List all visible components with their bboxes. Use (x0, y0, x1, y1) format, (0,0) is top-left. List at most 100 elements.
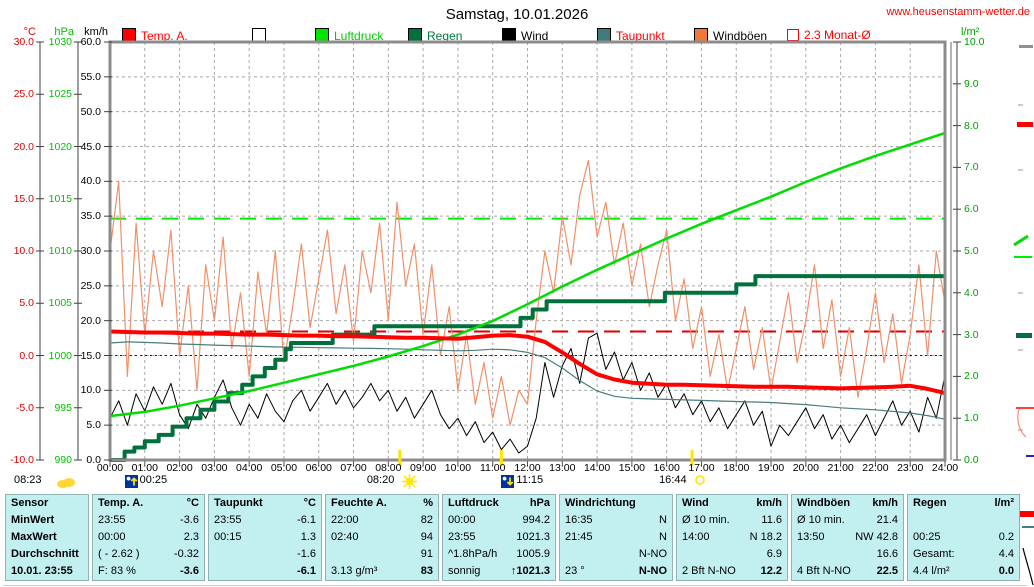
cell: Ø 10 min. (797, 514, 845, 526)
table-row: 10.01. 23:55 (6, 563, 88, 580)
x-tick-label: 08:00 (375, 462, 402, 474)
table-row: 23:55 -3.6 (93, 512, 204, 529)
cell: Taupunkt (214, 497, 263, 509)
y-tick-label: 1005 (48, 297, 72, 310)
table-row: MinWert (6, 512, 88, 529)
cell: 23:55 (214, 514, 242, 526)
series-taupunkt (109, 341, 946, 420)
x-tick-label: 20:00 (792, 462, 819, 474)
cell: 4.4 l/m² (913, 565, 950, 577)
cell: NW 42.8 (855, 531, 898, 543)
y-tick-label: 2.0 (964, 370, 979, 383)
table-row: 23:55 1021.3 (443, 529, 555, 546)
table-row: 23:55 -6.1 (209, 512, 321, 529)
x-tick-label: 18:00 (723, 462, 750, 474)
x-tick-label: 01:00 (131, 462, 158, 474)
cell: km/h (872, 497, 898, 509)
cell: 994.2 (522, 514, 550, 526)
cell: 21:45 (565, 531, 593, 543)
cell: 23:55 (98, 514, 126, 526)
cell: hPa (529, 497, 550, 509)
y-tick-label: 6.0 (964, 203, 979, 216)
axis-unit-temp: °C (23, 26, 36, 38)
cell: 02:40 (331, 531, 359, 543)
table-row: N-NO (560, 546, 672, 563)
y-tick-label: 25.0 (80, 279, 101, 292)
table-row: 91 (326, 546, 438, 563)
edge-mark (1016, 407, 1034, 409)
y-tick-label: 25.0 (13, 88, 34, 101)
table-row: Sensor (6, 495, 88, 512)
table-row: 00:25 0.2 (908, 529, 1019, 546)
legend-label: Wind (521, 29, 549, 43)
moon-up-icon (124, 474, 138, 491)
cell: 21.4 (876, 514, 898, 526)
y-tick-label: 5.0 (964, 245, 979, 257)
x-tick-label: 05:00 (270, 462, 298, 474)
y-tick-label: 7.0 (964, 161, 979, 174)
table-row: ^1.8hPa/h 1005.9 (443, 546, 555, 563)
cell: -6.1 (297, 514, 316, 526)
cell: Windrichtung (565, 497, 636, 509)
y-tick-label: 0.0 (964, 454, 979, 466)
table-row: 23 ° N-NO (560, 563, 672, 580)
y-tick-label: 1.0 (964, 412, 979, 425)
y-tick-label: 1000 (48, 349, 72, 362)
page-title: Samstag, 10.01.2026 (445, 6, 589, 23)
y-tick-label: 1030 (48, 36, 72, 48)
edge-mark (1013, 234, 1029, 247)
cell: °C (303, 497, 316, 509)
astro-time: 00:25 (139, 474, 168, 486)
legend-label: 2.3 Monat-Ø (804, 28, 871, 42)
cell: 13:50 (797, 531, 825, 543)
x-tick-label: 22:00 (862, 462, 889, 474)
table-row: Feuchte A.% (326, 495, 438, 512)
table-row: ( - 2.62 ) -0.32 (93, 546, 204, 563)
y-tick-label: -10.0 (10, 454, 34, 466)
mouse-cursor-trail (1022, 547, 1034, 586)
cell: 00:00 (448, 514, 476, 526)
table-block-Windrichtung: Windrichtung 16:35 N 21:45 N N-NO 23 ° N-NO (559, 494, 673, 581)
table-row: 4 Bft N-NO 22.5 (792, 563, 903, 580)
y-tick-label: 5.0 (19, 297, 34, 310)
x-tick-label: 19:00 (757, 462, 785, 474)
y-tick-label: 5.0 (86, 419, 101, 432)
cell: N (659, 531, 667, 543)
table-row (908, 512, 1019, 529)
cell: 23 ° (565, 565, 585, 577)
y-tick-label: 1010 (48, 245, 72, 257)
cell: Windböen (797, 497, 851, 509)
cell: 11.6 (761, 514, 782, 526)
cell: 14:00 (682, 531, 710, 543)
cell: 91 (420, 548, 433, 560)
cell: ( - 2.62 ) (98, 548, 140, 560)
edge-mark (1017, 122, 1033, 127)
legend-label: Temp. A. (141, 29, 188, 43)
cell: 0.2 (998, 531, 1014, 543)
legend-item-2.3 Monat-Ø: 2.3 Monat-Ø (787, 28, 871, 42)
y-tick-label: 55.0 (80, 70, 101, 83)
y-tick-label: 1020 (48, 140, 72, 153)
table-row: 22:00 82 (326, 512, 438, 529)
legend-item-Taupunkt: Taupunkt (597, 28, 665, 43)
y-tick-label: 30.0 (13, 36, 34, 48)
sun-icon (401, 474, 417, 492)
y-tick-label: 20.0 (13, 140, 34, 153)
cell: 00:15 (214, 531, 242, 543)
sunrise-time-left: 08:23 (14, 474, 42, 486)
legend-item-Wind: Wind (502, 28, 549, 43)
series-luftdruck (109, 131, 946, 418)
cell: 22.5 (876, 565, 898, 577)
cell: 00:25 (913, 531, 941, 543)
astro-row: 08:23 00:25 08:20 11:15 16:44 (0, 473, 1034, 490)
legend-label: Taupunkt (616, 29, 665, 43)
table-row: Windböen km/h (792, 495, 903, 512)
table-row: 6.9 (677, 546, 787, 563)
cell: N-NO (638, 548, 667, 560)
website-link[interactable]: www.heusenstamm-wetter.de (886, 6, 1030, 18)
astro-time: 11:15 (516, 474, 544, 486)
table-row: Ø 10 min. 11.6 (677, 512, 787, 529)
table-row: Taupunkt °C (209, 495, 321, 512)
x-tick-label: 02:00 (166, 462, 193, 474)
cell: -0.32 (173, 548, 199, 560)
